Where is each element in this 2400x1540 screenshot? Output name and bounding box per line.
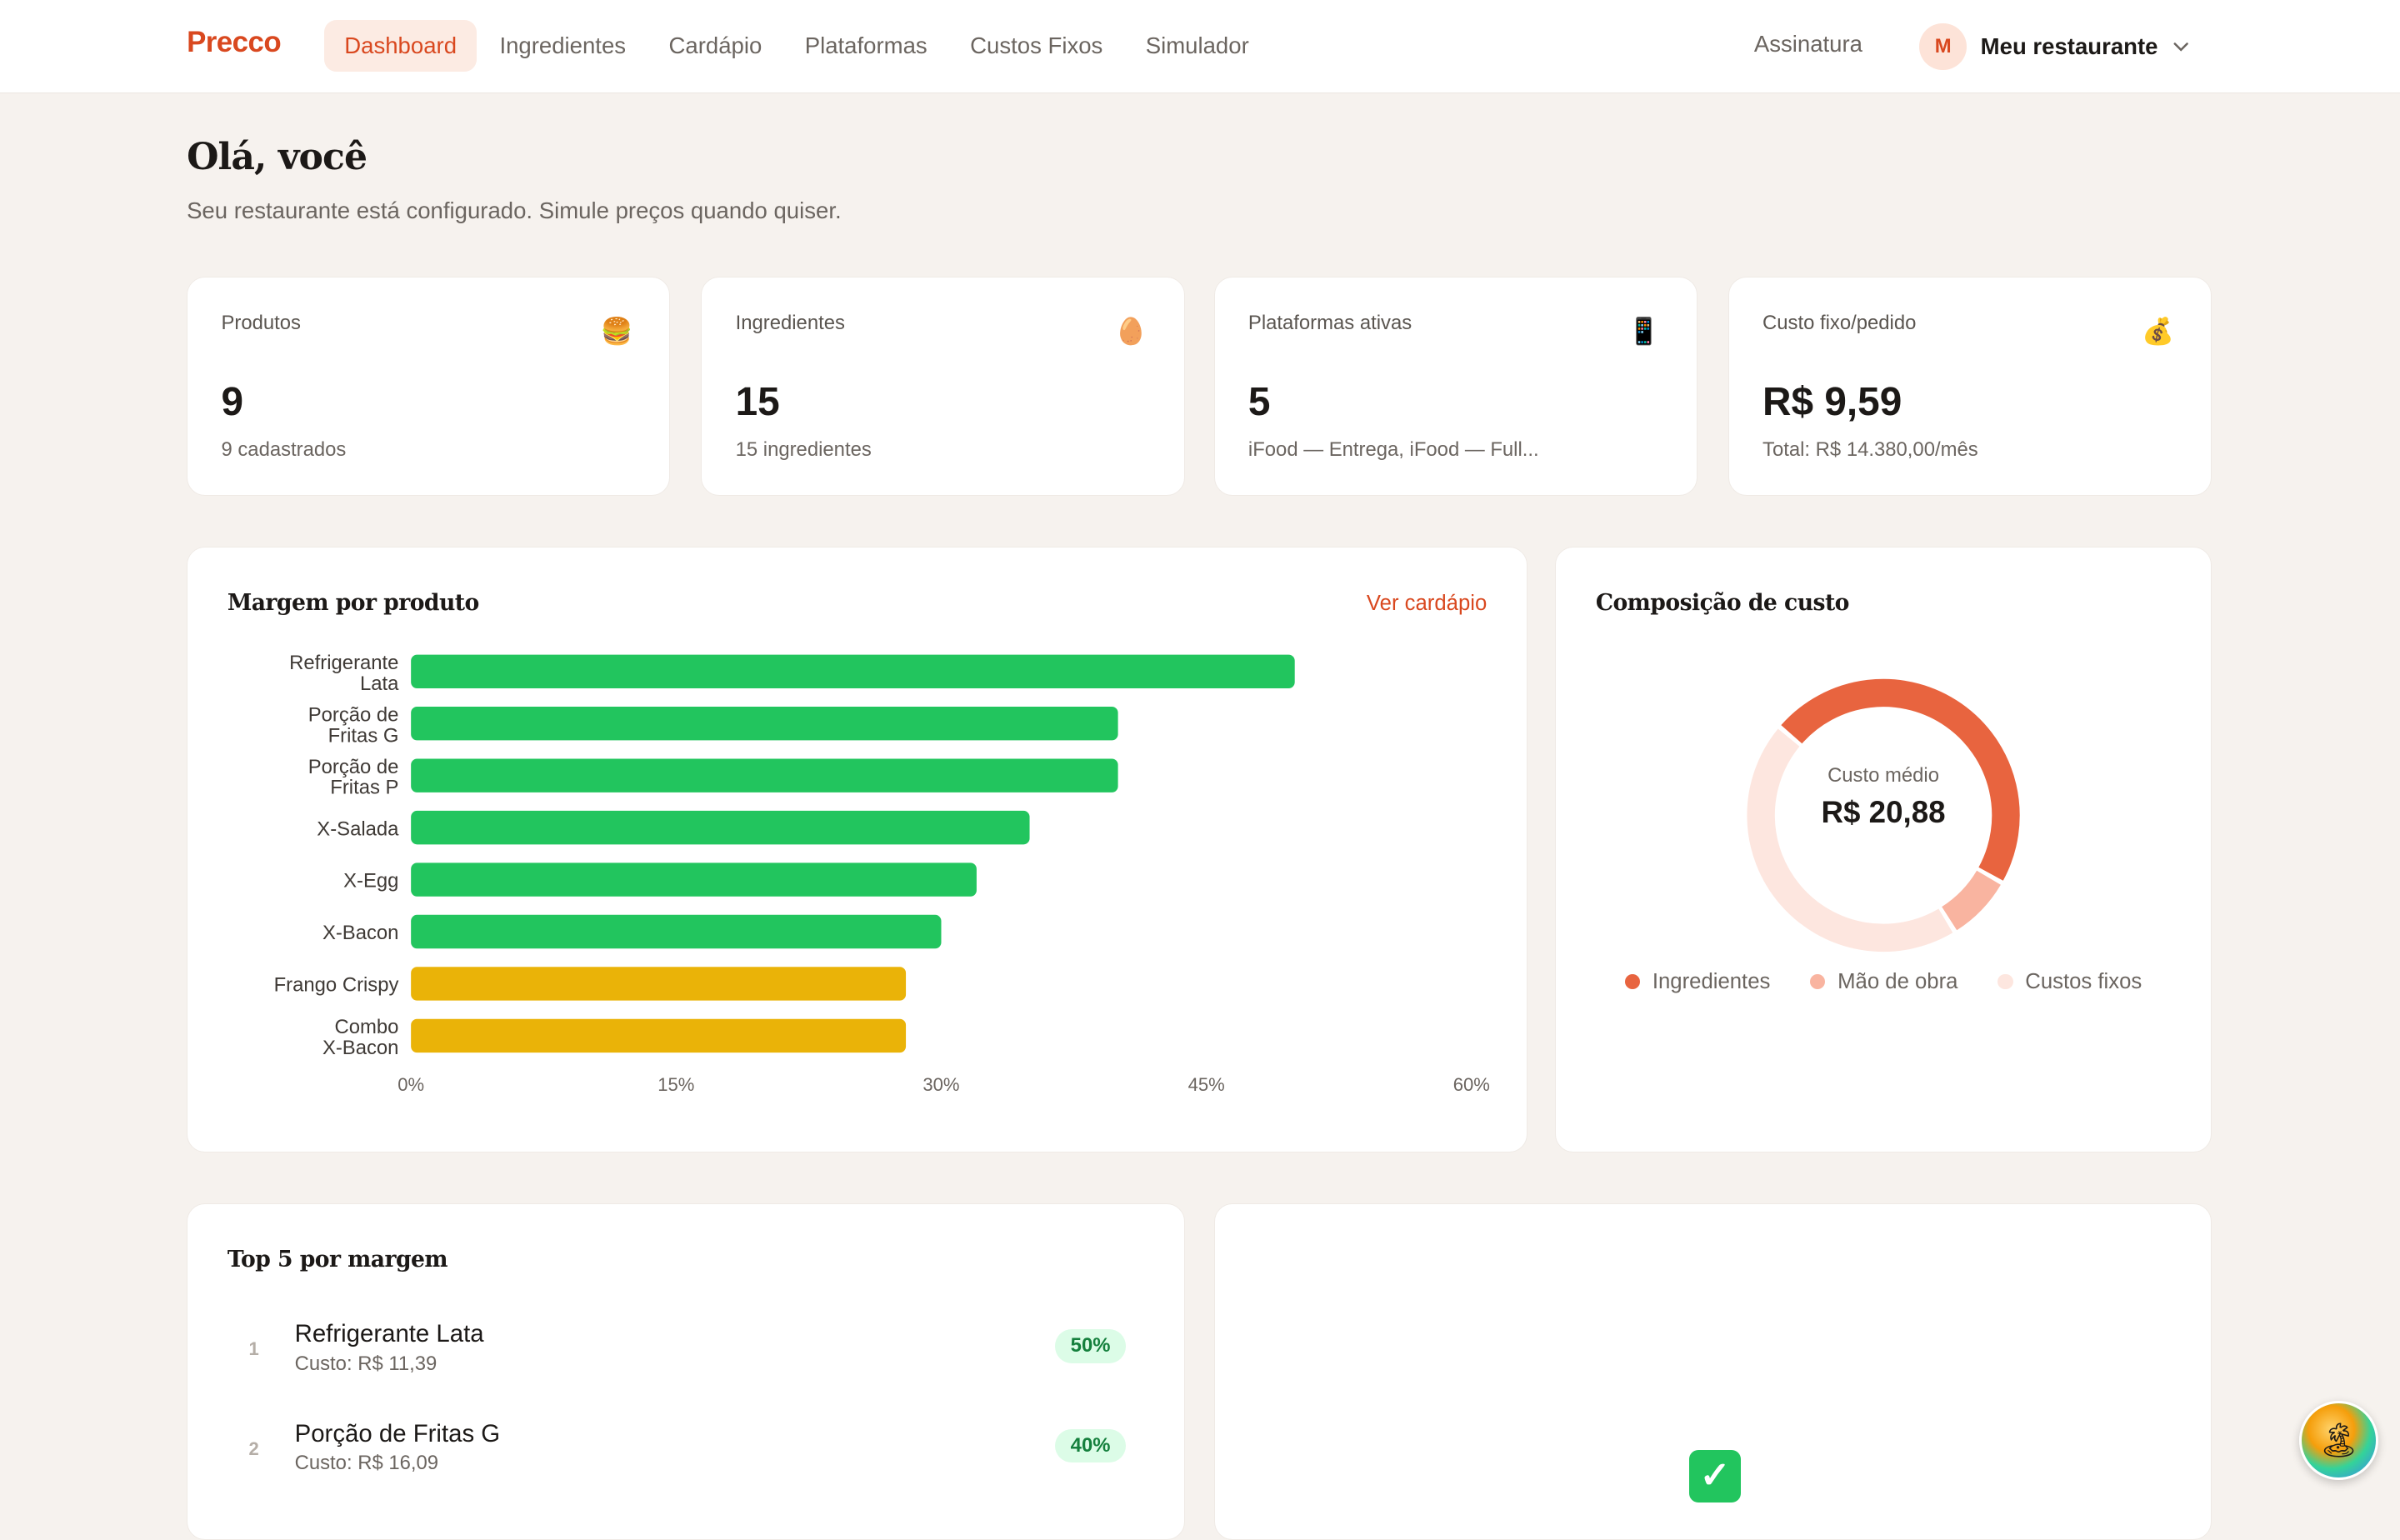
legend-swatch xyxy=(1810,973,1826,990)
x-tick-label: 30% xyxy=(922,1074,959,1095)
stat-card-ingredientes: Ingredientes 🥚 15 15 ingredientes xyxy=(701,277,1185,497)
check-icon: ✓ xyxy=(1688,1450,1742,1502)
rank-number: 1 xyxy=(248,1338,259,1360)
product-name: Porção de Fritas G xyxy=(294,1419,501,1448)
egg-icon: 🥚 xyxy=(1114,317,1148,347)
list-item[interactable]: 2 Porção de Fritas G Custo: R$ 16,09 40% xyxy=(228,1420,1126,1493)
page-title: Olá, você xyxy=(187,136,368,179)
donut-legend: Ingredientes Mão de obra Custos fixos xyxy=(1556,970,2211,994)
donut-slice xyxy=(1941,870,2001,930)
margin-badge: 50% xyxy=(1055,1329,1126,1363)
legend-swatch xyxy=(1998,973,2013,990)
legend-item: Custos fixos xyxy=(1998,970,2142,994)
card-title: Composição de custo xyxy=(1595,590,1850,617)
page-subtitle: Seu restaurante está configurado. Simule… xyxy=(187,197,842,223)
stat-value: 15 xyxy=(735,379,780,424)
main-nav: Dashboard Ingredientes Cardápio Platafor… xyxy=(324,19,1272,72)
burger-icon: 🍔 xyxy=(600,317,633,347)
stat-note: iFood — Entrega, iFood — Full... xyxy=(1248,438,1539,462)
margin-bar-chart: Refrigerante Lata Porção de Fritas G Porção … xyxy=(274,652,1490,1095)
avatar: M xyxy=(1919,22,1968,71)
margin-chart-card: Margem por produto Ver cardápio Refriger… xyxy=(187,546,1528,1153)
chevron-down-icon xyxy=(2173,42,2188,52)
legend-item: Ingredientes xyxy=(1624,969,1771,994)
top5-card: Top 5 por margem 1 Refrigerante Lata Cus… xyxy=(187,1202,1185,1540)
account-name: Meu restaurante xyxy=(1980,33,2158,60)
bar xyxy=(411,758,1118,792)
account-menu[interactable]: M Meu restaurante xyxy=(1919,22,2188,71)
money-bag-icon: 💰 xyxy=(2142,317,2174,347)
product-cost: Custo: R$ 11,39 xyxy=(294,1352,438,1375)
top-navbar: Precco Dashboard Ingredientes Cardápio P… xyxy=(0,0,2400,94)
bar-category-label: X-Salada xyxy=(317,818,399,840)
cost-donut-chart xyxy=(1747,678,2020,952)
stat-label: Plataformas ativas xyxy=(1248,311,1412,334)
stat-value: R$ 9,59 xyxy=(1762,379,1902,424)
nav-plataformas[interactable]: Plataformas xyxy=(804,32,928,58)
nav-cardapio[interactable]: Cardápio xyxy=(668,32,762,58)
list-item[interactable]: 1 Refrigerante Lata Custo: R$ 11,39 50% xyxy=(228,1320,1126,1393)
bar xyxy=(411,1018,907,1052)
nav-dashboard[interactable]: Dashboard xyxy=(324,19,477,72)
stat-label: Produtos xyxy=(221,311,301,334)
status-card: ✓ xyxy=(1213,1202,2212,1540)
stat-label: Custo fixo/pedido xyxy=(1762,311,1917,334)
legend-label: Ingredientes xyxy=(1652,969,1771,993)
legend-item: Mão de obra xyxy=(1810,970,1958,994)
subscription-link[interactable]: Assinatura xyxy=(1753,30,1862,57)
bar xyxy=(411,966,907,1001)
card-title: Top 5 por margem xyxy=(227,1247,448,1273)
legend-label: Custos fixos xyxy=(2025,969,2142,993)
product-name: Refrigerante Lata xyxy=(294,1320,484,1348)
stat-note: Total: R$ 14.380,00/mês xyxy=(1762,438,1978,462)
nav-ingredientes[interactable]: Ingredientes xyxy=(499,32,627,58)
cost-composition-card: Composição de custo Custo médio R$ 20,88… xyxy=(1555,546,2212,1153)
stat-label: Ingredientes xyxy=(735,311,845,334)
brand-logo[interactable]: Precco xyxy=(187,26,282,59)
stat-value: 5 xyxy=(1248,379,1271,424)
stat-value: 9 xyxy=(221,379,244,424)
donut-center-value: R$ 20,88 xyxy=(1821,795,1946,830)
donut-center-label: Custo médio xyxy=(1828,764,1940,788)
island-avatar-icon[interactable]: 🏝 xyxy=(2298,1400,2379,1481)
stat-note: 15 ingredientes xyxy=(735,438,872,462)
rank-number: 2 xyxy=(248,1438,259,1459)
margin-badge: 40% xyxy=(1055,1428,1126,1463)
x-tick-label: 60% xyxy=(1453,1074,1490,1095)
nav-simulador[interactable]: Simulador xyxy=(1145,32,1249,58)
stat-note: 9 cadastrados xyxy=(221,438,347,462)
nav-custos-fixos[interactable]: Custos Fixos xyxy=(970,32,1103,58)
bar-category-label: X-Bacon xyxy=(322,922,399,944)
x-tick-label: 0% xyxy=(398,1074,424,1095)
card-title: Margem por produto xyxy=(227,590,480,617)
stat-card-plataformas: Plataformas ativas 📱 5 iFood — Entrega, … xyxy=(1213,277,1698,497)
bar-category-label: Frango Crispy xyxy=(274,973,399,996)
product-cost: Custo: R$ 16,09 xyxy=(294,1452,439,1475)
donut-slice xyxy=(1781,678,2020,881)
phone-icon: 📱 xyxy=(1627,317,1660,347)
bar-category-label: Refrigerante Lata xyxy=(289,652,399,695)
stat-card-produtos: Produtos 🍔 9 9 cadastrados xyxy=(187,277,671,497)
view-menu-link[interactable]: Ver cardápio xyxy=(1366,591,1488,615)
bar xyxy=(411,862,977,897)
bar-category-label: Porção de Fritas G xyxy=(308,703,399,747)
bar xyxy=(411,654,1295,688)
bar xyxy=(411,706,1118,741)
legend-label: Mão de obra xyxy=(1838,969,1958,993)
bar-category-label: X-Egg xyxy=(343,869,398,892)
donut-slice xyxy=(1747,728,1953,952)
legend-swatch xyxy=(1624,973,1641,990)
bar-category-label: Combo X-Bacon xyxy=(322,1016,399,1059)
bar xyxy=(411,914,942,948)
bar-category-label: Porção de Fritas P xyxy=(308,756,399,799)
x-tick-label: 15% xyxy=(658,1074,694,1095)
x-tick-label: 45% xyxy=(1188,1074,1225,1095)
stat-card-custo-fixo: Custo fixo/pedido 💰 R$ 9,59 Total: R$ 14… xyxy=(1728,277,2212,497)
bar xyxy=(411,810,1030,845)
